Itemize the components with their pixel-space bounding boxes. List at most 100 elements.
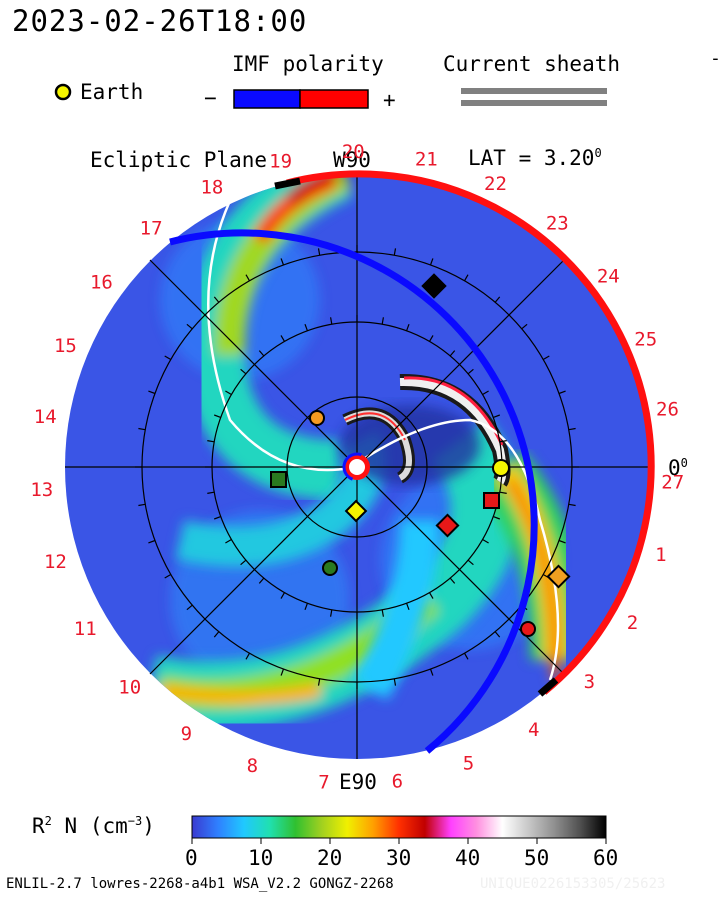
- venus-marker: [309, 410, 325, 426]
- ring-tick: [467, 559, 474, 566]
- colorbar-tick-60: 60: [593, 846, 619, 870]
- ring-tick: [568, 427, 576, 431]
- ring-number-3: 3: [584, 671, 595, 693]
- ring-number-23: 23: [546, 213, 569, 235]
- ring-tick: [406, 603, 410, 611]
- ring-tick: [207, 491, 215, 494]
- ring-tick: [499, 491, 507, 494]
- ring-tick: [482, 390, 489, 396]
- ring-tick: [381, 609, 384, 617]
- ring-tick: [429, 668, 434, 676]
- ring-number-6: 6: [392, 770, 403, 792]
- ring-number-5: 5: [463, 753, 474, 775]
- ring-number-15: 15: [54, 335, 77, 357]
- stray-dash: -: [710, 48, 721, 69]
- earth-legend-label: Earth: [80, 80, 144, 104]
- ring-tick: [258, 577, 265, 584]
- ring-tick: [406, 323, 410, 331]
- ring-tick: [393, 248, 397, 256]
- ring-tick: [213, 631, 220, 638]
- ring-tick: [138, 503, 146, 507]
- latitude-label: LAT = 3.200: [468, 146, 602, 170]
- ring-number-22: 22: [484, 173, 507, 195]
- model-footer-text: ENLIL-2.7 lowres-2268-a4b1 WSA_V2.2 GONG…: [6, 876, 394, 892]
- ring-tick: [317, 678, 321, 686]
- ring-tick: [428, 592, 434, 599]
- ring-tick: [330, 317, 333, 325]
- earth-legend-icon: [54, 83, 72, 101]
- ring-number-21: 21: [415, 149, 438, 171]
- ring-tick: [213, 296, 220, 303]
- sun-icon: [342, 452, 370, 481]
- colorbar-tick-50: 50: [524, 846, 550, 870]
- ring-tick: [186, 604, 193, 611]
- colorbar: [191, 815, 607, 839]
- earth-marker: [492, 459, 510, 477]
- ring-tick: [138, 427, 146, 431]
- colorbar-ticks: [191, 838, 607, 844]
- ring-tick: [186, 323, 193, 330]
- ring-tick: [304, 323, 308, 331]
- ring-tick: [393, 678, 397, 686]
- current-sheath-line-bottom: [461, 100, 607, 106]
- ring-tick: [521, 323, 528, 330]
- ring-tick: [493, 414, 501, 418]
- ring-number-7: 7: [318, 771, 329, 793]
- ring-tick: [164, 355, 172, 361]
- current-sheath-title: Current sheath: [443, 52, 621, 76]
- ring-tick: [558, 390, 566, 395]
- ring-tick: [148, 390, 156, 395]
- ring-number-26: 26: [656, 399, 679, 421]
- ring-tick: [304, 603, 308, 611]
- field-line: [207, 171, 560, 681]
- green-circle-marker: [322, 560, 338, 576]
- colorbar-tick-40: 40: [455, 846, 481, 870]
- imf-polarity-title: IMF polarity: [232, 52, 384, 76]
- jupiter-marker: [421, 273, 447, 299]
- ring-tick: [240, 368, 247, 375]
- ring-number-12: 12: [44, 551, 67, 573]
- ring-tick: [148, 539, 156, 544]
- ring-number-11: 11: [74, 618, 97, 640]
- ring-number-24: 24: [597, 265, 620, 287]
- ring-tick: [258, 350, 265, 357]
- ring-tick: [449, 577, 456, 584]
- ring-number-9: 9: [181, 723, 192, 745]
- current-sheath-line-top: [461, 88, 607, 94]
- ring-tick: [499, 440, 507, 443]
- ring-tick: [449, 350, 456, 357]
- ring-number-1: 1: [655, 544, 666, 566]
- mars-marker: [435, 513, 460, 538]
- ring-ticks: [135, 245, 579, 689]
- watermark-text: UNIQUE0226153305/25623: [480, 876, 666, 892]
- ring-tick: [280, 258, 285, 266]
- imf-positive-swatch: [299, 89, 369, 109]
- ring-tick: [245, 274, 251, 282]
- red-circle-marker: [520, 621, 536, 637]
- ring-tick: [225, 538, 232, 544]
- ring-number-16: 16: [90, 271, 113, 293]
- ring-tick: [280, 668, 285, 676]
- ring-tick: [493, 516, 501, 520]
- imf-plus-sign: +: [383, 88, 396, 112]
- ring-tick: [558, 539, 566, 544]
- imf-minus-sign: −: [204, 86, 217, 110]
- ring-number-25: 25: [634, 329, 657, 351]
- ring-number-14: 14: [34, 406, 57, 428]
- ring-tick: [494, 296, 501, 303]
- ring-tick: [240, 559, 247, 566]
- ring-number-17: 17: [140, 217, 163, 239]
- ring-tick: [463, 274, 469, 282]
- ring-tick: [482, 538, 489, 544]
- bottom-direction-label: E90: [339, 770, 377, 794]
- colorbar-tick-0: 0: [185, 846, 198, 870]
- ring-tick: [429, 258, 434, 266]
- ring-tick: [164, 573, 172, 579]
- ring-number-labels: 19 20 212223242526271234567891011121314151…: [30, 141, 684, 793]
- ring-tick: [225, 390, 232, 396]
- ring-tick: [245, 652, 251, 660]
- datetime-title: 2023-02-26T18:00: [12, 4, 308, 38]
